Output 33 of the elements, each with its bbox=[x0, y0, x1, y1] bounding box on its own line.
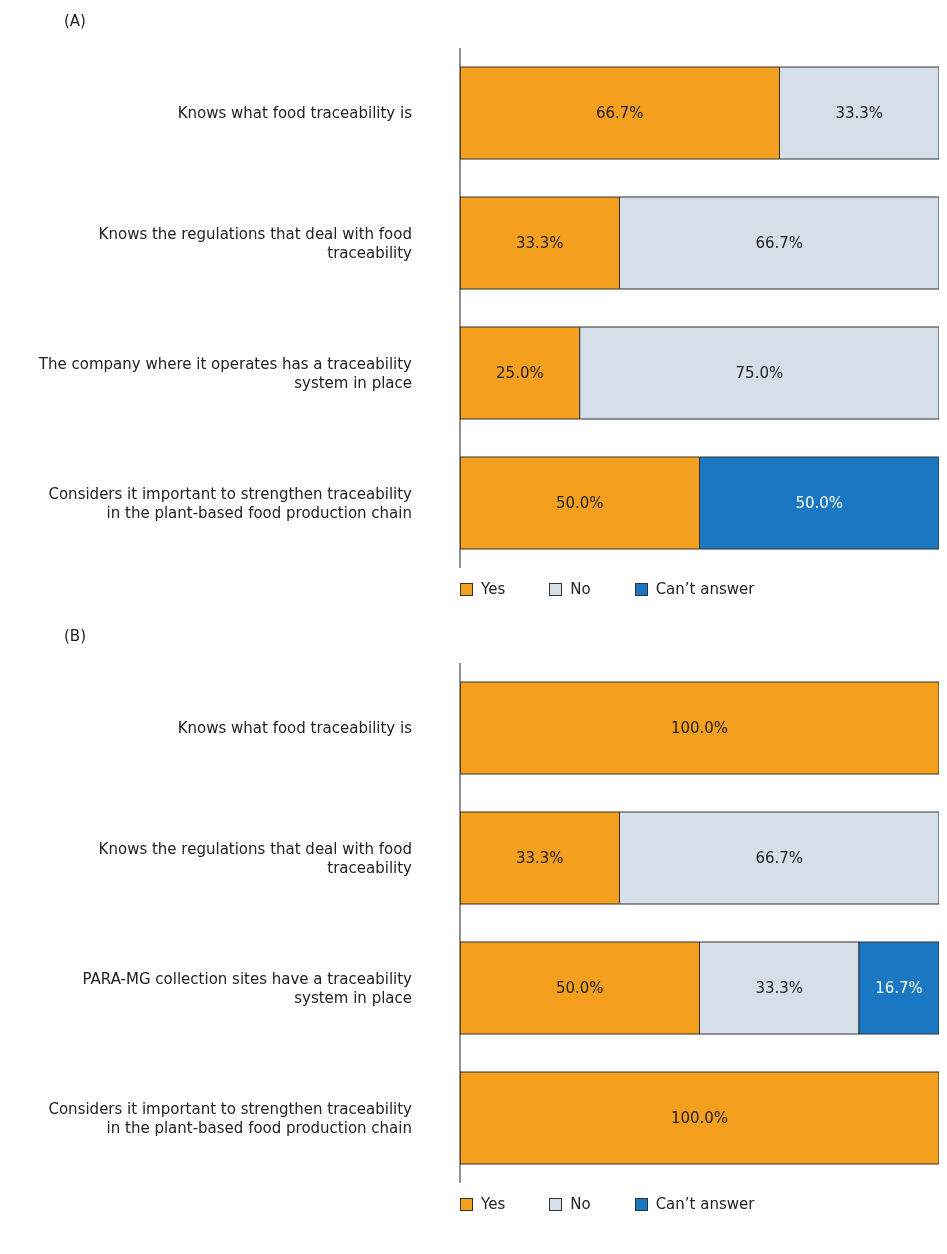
data-label: 33.3% bbox=[755, 979, 804, 997]
legend-label: No bbox=[570, 580, 591, 598]
legend-label: No bbox=[570, 1195, 591, 1213]
y-tick-label: The company where it operates has a traceability system in place bbox=[37, 354, 413, 392]
bar bbox=[460, 1071, 939, 1165]
data-label: 33.3% bbox=[835, 104, 884, 122]
text: (B) bbox=[64, 627, 86, 645]
text: (A) bbox=[64, 12, 86, 30]
data-label: 25.0% bbox=[496, 364, 544, 382]
data-label: 66.7% bbox=[595, 104, 644, 122]
legend-label: Can’t answer bbox=[655, 1195, 755, 1213]
y-tick-label: Knows what food traceability is bbox=[177, 104, 413, 122]
y-tick-label: Knows the regulations that deal with food traceability bbox=[98, 839, 413, 877]
data-label: 16.7% bbox=[875, 979, 923, 997]
y-tick-label: Considers it important to strengthen traceability in the plant-based food production chain bbox=[48, 1099, 413, 1137]
legend-label: Can’t answer bbox=[655, 580, 755, 598]
legend-label: Yes bbox=[481, 580, 506, 598]
data-label: 50.0% bbox=[555, 979, 604, 997]
data-label: 66.7% bbox=[755, 849, 804, 867]
y-tick-label: Knows the regulations that deal with food traceability bbox=[98, 224, 413, 262]
data-label: 50.0% bbox=[795, 494, 844, 512]
data-label: 100.0% bbox=[670, 1109, 729, 1127]
data-label: 100.0% bbox=[670, 719, 729, 737]
y-tick-label: Considers it important to strengthen traceability in the plant-based food production chain bbox=[48, 484, 413, 522]
data-label: 50.0% bbox=[555, 494, 604, 512]
y-tick-label: PARA-MG collection sites have a traceability system in place bbox=[82, 969, 413, 1007]
data-label: 33.3% bbox=[515, 234, 564, 252]
y-tick-label: Knows what food traceability is bbox=[177, 719, 413, 737]
data-label: 75.0% bbox=[735, 364, 784, 382]
data-label: 33.3% bbox=[515, 849, 564, 867]
legend-label: Yes bbox=[481, 1195, 506, 1213]
data-label: 66.7% bbox=[755, 234, 804, 252]
bar bbox=[460, 681, 939, 775]
